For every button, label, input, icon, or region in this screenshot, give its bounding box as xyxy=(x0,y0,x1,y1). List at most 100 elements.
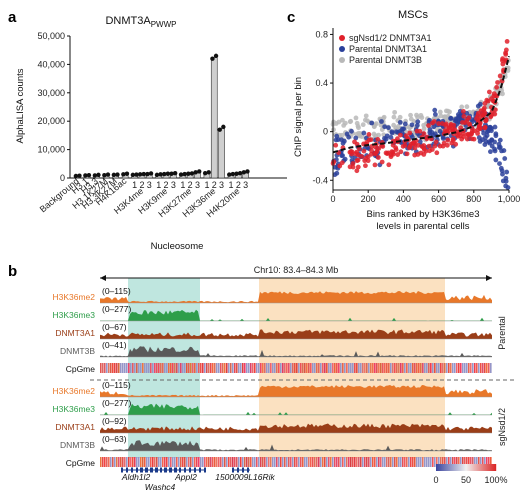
colorbar-step xyxy=(459,464,461,471)
methylation-bin xyxy=(148,457,150,467)
methylation-bin xyxy=(120,457,122,467)
methylation-bin xyxy=(354,457,356,467)
methylation-bin xyxy=(254,457,256,467)
methylation-bin xyxy=(258,363,260,373)
chart-a-title: DNMT3APWWP xyxy=(105,15,176,29)
scatter-point xyxy=(369,120,375,126)
methylation-bin xyxy=(400,457,402,467)
x-tick-label: 3 xyxy=(171,180,176,190)
bar-replicate-point xyxy=(206,170,211,175)
x-tick-label: 1,000 xyxy=(498,194,520,204)
colorbar-step xyxy=(445,464,447,471)
methylation-bin xyxy=(162,363,164,373)
signal-track xyxy=(100,423,492,433)
methylation-bin xyxy=(164,457,166,467)
methylation-bin xyxy=(306,457,308,467)
methylation-bin xyxy=(176,363,178,373)
scatter-point xyxy=(492,148,498,154)
colorbar-step xyxy=(473,464,475,471)
methylation-bin xyxy=(206,363,208,373)
methylation-bin xyxy=(394,363,396,373)
colorbar-step xyxy=(492,464,494,471)
colorbar-step xyxy=(466,464,468,471)
scatter-point xyxy=(476,123,482,129)
scatter-point xyxy=(341,138,347,144)
methylation-bin xyxy=(104,363,106,373)
methylation-bin xyxy=(462,363,464,373)
methylation-bin xyxy=(344,457,346,467)
scatter-point xyxy=(389,130,395,136)
methylation-bin xyxy=(180,457,182,467)
gene-exon xyxy=(175,467,177,473)
scatter-point xyxy=(371,123,377,129)
x-tick-label: 1 xyxy=(229,180,234,190)
scatter-point xyxy=(457,113,462,119)
scatter-point xyxy=(484,129,490,135)
scatter-point xyxy=(481,105,487,111)
methylation-bin xyxy=(416,363,418,373)
panel-a-label: a xyxy=(8,9,17,26)
methylation-bin xyxy=(442,363,444,373)
colorbar-step xyxy=(475,464,477,471)
methylation-bin xyxy=(330,363,332,373)
methylation-bin xyxy=(198,457,200,467)
methylation-bin xyxy=(150,457,152,467)
methylation-bin xyxy=(214,363,216,373)
x-tick-label: 2 xyxy=(212,180,217,190)
methylation-bin xyxy=(288,363,290,373)
browser-tracks: H3K36me2 (0–115) H3K36me3 (0–277) DNMT3A1 (0–… xyxy=(52,286,515,468)
colorbar-step xyxy=(461,464,463,471)
methylation-bin xyxy=(202,457,204,467)
scatter-point xyxy=(375,137,381,142)
bar-replicate-point xyxy=(137,172,143,177)
methylation-bin xyxy=(356,457,358,467)
methylation-bin xyxy=(118,457,120,467)
bar-replicate-point xyxy=(193,170,198,175)
methylation-bin xyxy=(170,457,172,467)
methylation-bin xyxy=(100,457,102,467)
methylation-bin xyxy=(260,363,262,373)
methylation-bin xyxy=(336,457,338,467)
methylation-bin xyxy=(452,457,454,467)
x-tick-label: 1 xyxy=(204,180,209,190)
methylation-bin xyxy=(138,457,140,467)
gene-exon xyxy=(184,467,186,473)
methylation-bin xyxy=(322,457,324,467)
methylation-bin xyxy=(274,363,276,373)
methylation-bin xyxy=(330,457,332,467)
chart-c-points xyxy=(330,38,511,190)
colorbar-step xyxy=(457,464,459,471)
colorbar-step xyxy=(490,464,492,471)
methylation-bin xyxy=(450,457,452,467)
scatter-point xyxy=(483,139,489,144)
methylation-bin xyxy=(370,457,372,467)
methylation-bin xyxy=(470,457,472,467)
methylation-bin xyxy=(234,363,236,373)
methylation-bin xyxy=(362,363,364,373)
methylation-bin xyxy=(118,363,120,373)
colorbar-step xyxy=(471,464,473,471)
methylation-bin xyxy=(372,363,374,373)
methylation-bin xyxy=(480,363,482,373)
bar-replicate-point xyxy=(169,171,174,176)
methylation-bin xyxy=(408,363,410,373)
scatter-point xyxy=(379,119,384,124)
scatter-point xyxy=(402,121,408,127)
methylation-bin xyxy=(376,457,378,467)
scatter-point xyxy=(494,84,500,90)
methylation-bin xyxy=(132,363,134,373)
signal-track xyxy=(100,440,492,451)
colorbar-step xyxy=(470,464,472,471)
methylation-bin xyxy=(112,363,114,373)
scatter-point xyxy=(414,123,420,128)
methylation-bin xyxy=(144,457,146,467)
bar-replicate-point xyxy=(130,172,136,178)
scatter-point xyxy=(475,113,481,119)
scatter-point xyxy=(437,143,443,149)
panel-c: c MSCs ChIP signal per bin Bins ranked b… xyxy=(287,9,520,232)
methylation-bin xyxy=(158,457,160,467)
methylation-bin xyxy=(320,363,322,373)
gene-exon xyxy=(237,467,239,473)
panel-c-label: c xyxy=(287,9,295,26)
gene-label: Appl2 xyxy=(174,472,197,482)
